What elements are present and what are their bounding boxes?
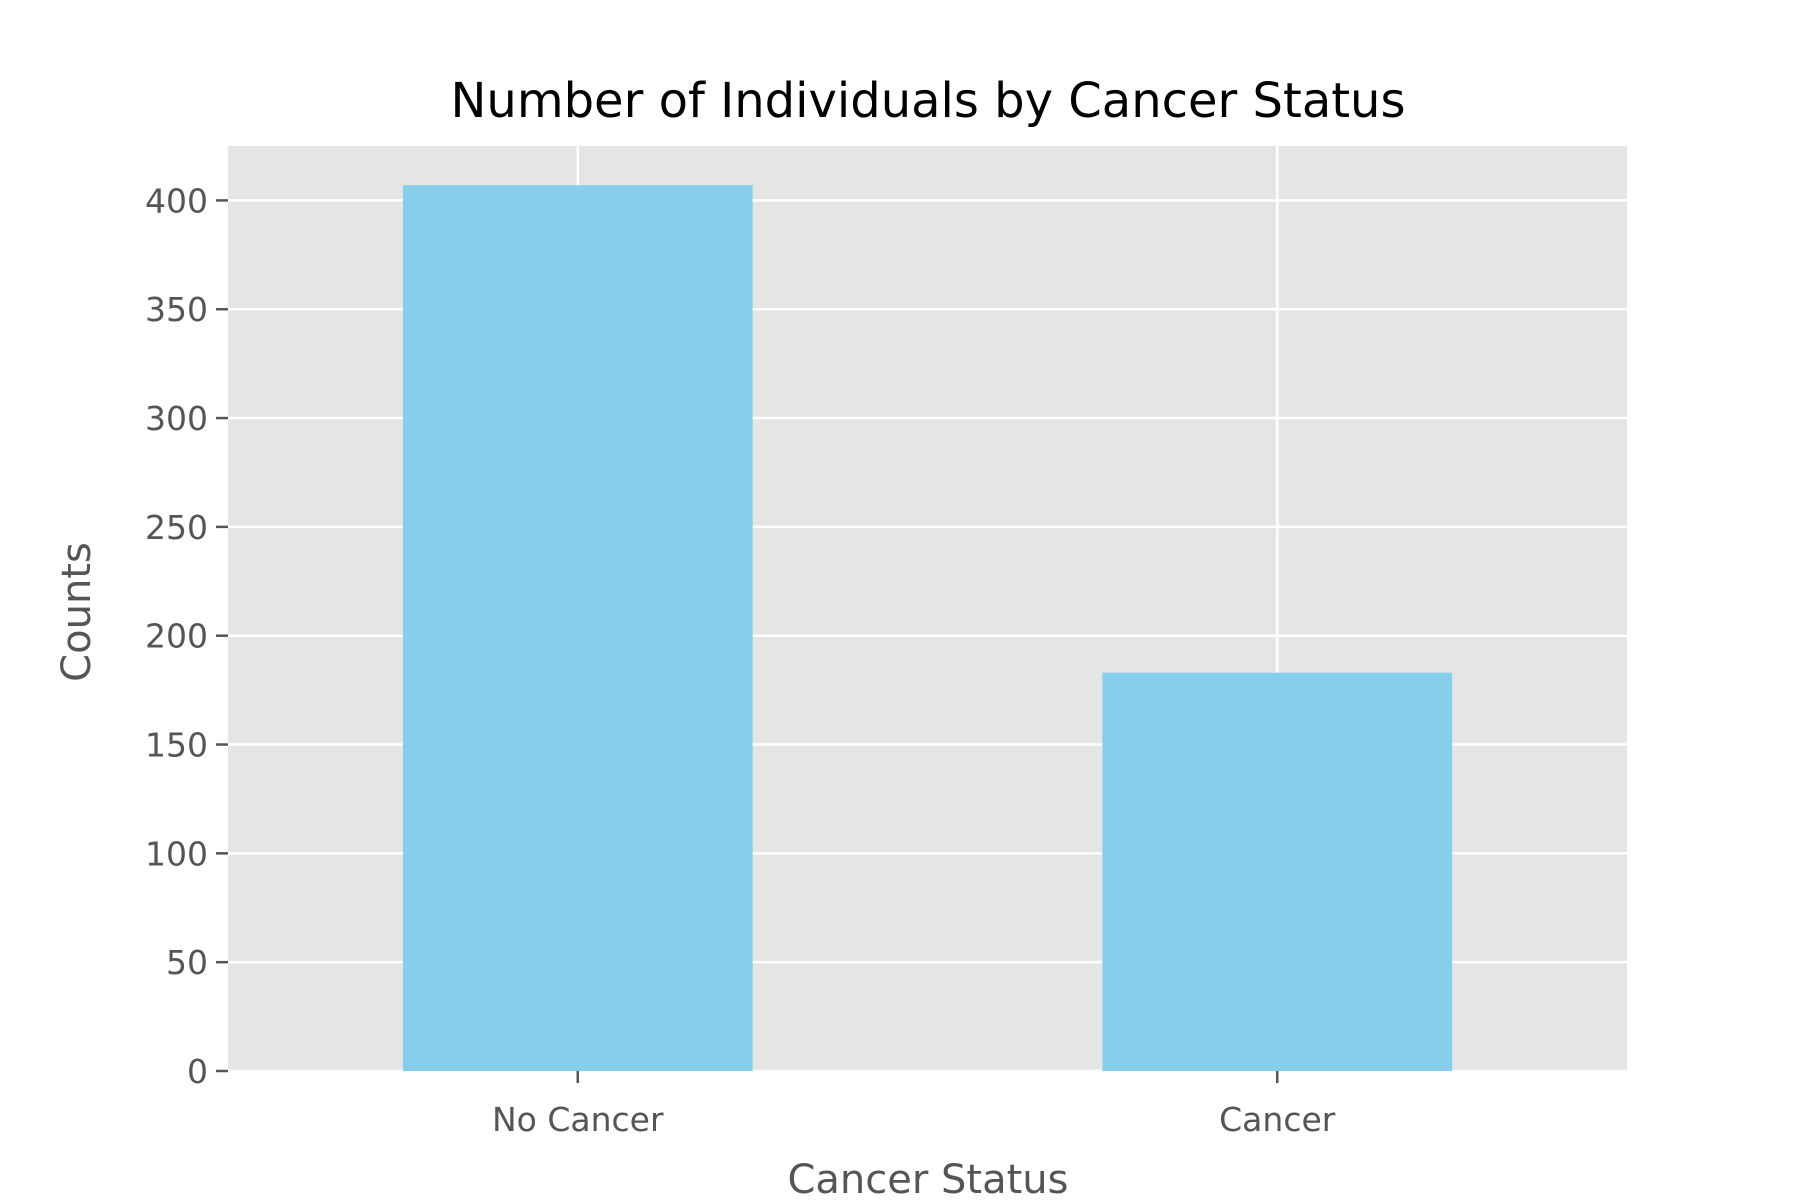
y-tick-label: 0: [187, 1052, 208, 1091]
y-axis: 0 50 100 150 200 250 300 350 400: [145, 181, 228, 1091]
y-axis-label: Counts: [54, 542, 100, 682]
y-tick-label: 150: [145, 726, 208, 765]
bar-cancer: [1102, 672, 1453, 1071]
y-tick-label: 400: [145, 181, 208, 220]
y-tick-label: 100: [145, 834, 208, 873]
x-tick-label: Cancer: [1219, 1100, 1336, 1139]
y-tick-label: 50: [166, 943, 208, 982]
y-tick-label: 300: [145, 399, 208, 438]
x-tick-label: No Cancer: [492, 1100, 664, 1139]
y-tick-label: 350: [145, 290, 208, 329]
x-axis-label: Cancer Status: [787, 1157, 1068, 1200]
bar-no-cancer: [402, 185, 753, 1072]
bars: [402, 185, 1453, 1072]
chart-title: Number of Individuals by Cancer Status: [451, 73, 1406, 129]
y-tick-label: 250: [145, 508, 208, 547]
x-axis: No Cancer Cancer: [492, 1071, 1336, 1139]
y-tick-label: 200: [145, 617, 208, 656]
